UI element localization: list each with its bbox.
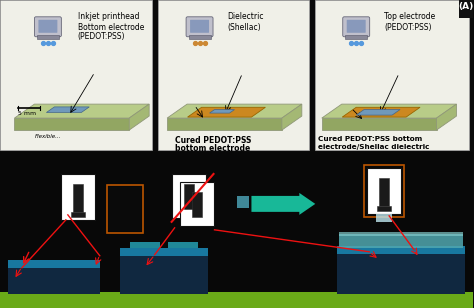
Polygon shape: [356, 110, 400, 115]
Bar: [8, 260, 100, 268]
Polygon shape: [210, 110, 235, 113]
Text: (A): (A): [458, 2, 474, 11]
Text: Top electrode: Top electrode: [384, 12, 436, 21]
Text: (Shellac): (Shellac): [228, 23, 261, 32]
Text: (PEDOT:PSS): (PEDOT:PSS): [78, 32, 125, 41]
Bar: [183, 184, 193, 209]
Polygon shape: [167, 104, 302, 118]
Bar: [337, 246, 465, 254]
Text: Inkjet printhead: Inkjet printhead: [78, 12, 139, 21]
Bar: [71, 212, 85, 217]
Bar: [172, 174, 206, 218]
Bar: [339, 232, 463, 236]
Text: bottom electrode: bottom electrode: [174, 144, 250, 153]
Bar: [379, 178, 389, 206]
Polygon shape: [322, 104, 456, 118]
Bar: [459, 0, 473, 18]
FancyBboxPatch shape: [190, 20, 209, 33]
FancyBboxPatch shape: [186, 17, 213, 37]
Bar: [237, 196, 249, 208]
Bar: [168, 242, 198, 248]
Bar: [377, 206, 391, 211]
Bar: [0, 292, 473, 308]
FancyArrow shape: [251, 193, 315, 215]
Bar: [107, 185, 143, 233]
Bar: [189, 35, 210, 39]
Text: electrode/Shellac dielectric: electrode/Shellac dielectric: [319, 144, 429, 150]
Bar: [364, 165, 404, 217]
Text: 5 mm: 5 mm: [18, 111, 36, 116]
Polygon shape: [15, 118, 129, 130]
Bar: [337, 254, 465, 294]
FancyBboxPatch shape: [346, 20, 365, 33]
Polygon shape: [129, 104, 149, 130]
Polygon shape: [322, 118, 437, 130]
Bar: [37, 35, 59, 39]
Bar: [0, 0, 152, 150]
FancyBboxPatch shape: [35, 17, 61, 37]
Polygon shape: [437, 104, 456, 130]
Polygon shape: [342, 107, 420, 117]
Bar: [73, 184, 83, 212]
Bar: [158, 0, 310, 150]
Text: Bottom electrode: Bottom electrode: [78, 23, 144, 32]
Bar: [0, 152, 473, 308]
Text: Cured PEDOT:PSS: Cured PEDOT:PSS: [174, 136, 251, 145]
Text: Cured PEDOT:PSS bottom: Cured PEDOT:PSS bottom: [319, 136, 422, 142]
Bar: [367, 168, 401, 214]
FancyBboxPatch shape: [38, 20, 57, 33]
Text: Dielectric: Dielectric: [228, 12, 264, 21]
Polygon shape: [188, 107, 265, 117]
Bar: [120, 256, 208, 294]
Text: (PEDOT:PSS): (PEDOT:PSS): [384, 23, 432, 32]
Polygon shape: [167, 118, 282, 130]
Bar: [109, 187, 141, 231]
Bar: [61, 174, 95, 220]
Bar: [8, 268, 100, 294]
Bar: [120, 248, 208, 256]
Bar: [130, 242, 160, 248]
Bar: [191, 192, 201, 217]
Polygon shape: [15, 104, 149, 118]
Bar: [339, 234, 463, 248]
Bar: [180, 182, 213, 226]
Polygon shape: [282, 104, 302, 130]
Bar: [315, 0, 469, 150]
Bar: [345, 35, 367, 39]
Polygon shape: [46, 107, 89, 112]
FancyBboxPatch shape: [343, 17, 370, 37]
Text: Flexible...: Flexible...: [35, 134, 61, 139]
Bar: [376, 214, 392, 222]
